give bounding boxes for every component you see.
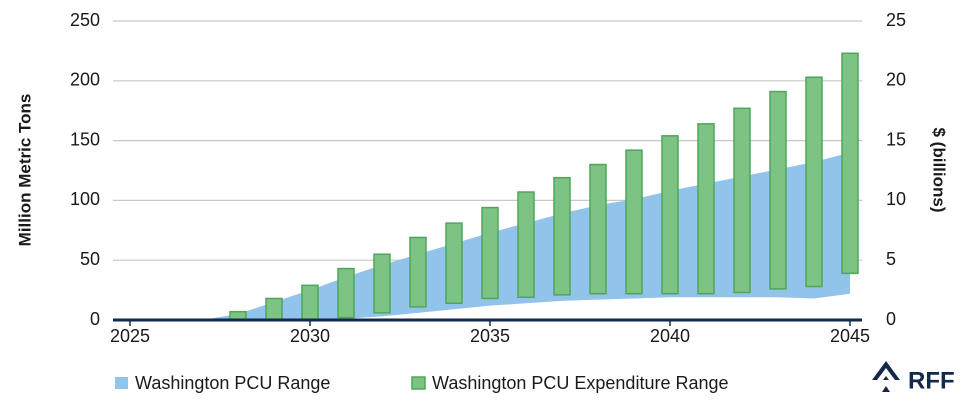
legend-label: Washington PCU Expenditure Range (432, 373, 729, 393)
range-bar (661, 135, 679, 295)
y-tick-label: 150 (70, 129, 100, 149)
range-bar (769, 90, 787, 290)
x-tick-label: 2045 (830, 326, 870, 346)
range-bar (553, 176, 571, 296)
y2-tick-label: 20 (886, 70, 906, 90)
y-tick-label: 200 (70, 70, 100, 90)
range-bar (445, 222, 463, 305)
range-bar (589, 163, 607, 295)
y2-axis-title: $ (billions) (930, 128, 949, 213)
logo-icon (872, 361, 900, 392)
range-bar (265, 297, 283, 321)
range-bar (337, 267, 355, 319)
range-bar (733, 107, 751, 294)
y-tick-label: 250 (70, 10, 100, 30)
x-tick-label: 2025 (110, 326, 150, 346)
y2-tick-label: 10 (886, 189, 906, 209)
legend-swatch (411, 376, 426, 390)
logo-text: RFF (908, 367, 955, 394)
y-tick-label: 50 (80, 249, 100, 269)
range-bar (625, 149, 643, 295)
y-axis-title: Million Metric Tons (15, 94, 34, 247)
range-bar (517, 191, 535, 299)
range-bar (841, 52, 859, 275)
y2-tick-label: 5 (886, 249, 896, 269)
range-bar (301, 284, 319, 321)
range-bar (697, 123, 715, 295)
x-tick-label: 2035 (470, 326, 510, 346)
range-bar (805, 76, 823, 288)
y2-tick-label: 25 (886, 10, 906, 30)
y2-tick-label: 15 (886, 129, 906, 149)
range-bar (481, 206, 499, 300)
legend-swatch (115, 377, 128, 389)
range-bar (373, 253, 391, 314)
legend-label: Washington PCU Range (135, 373, 330, 393)
x-tick-label: 2040 (650, 326, 690, 346)
y2-tick-label: 0 (886, 309, 896, 329)
x-tick-label: 2030 (290, 326, 330, 346)
y-tick-label: 0 (90, 309, 100, 329)
y-tick-label: 100 (70, 189, 100, 209)
range-bar (409, 236, 427, 308)
